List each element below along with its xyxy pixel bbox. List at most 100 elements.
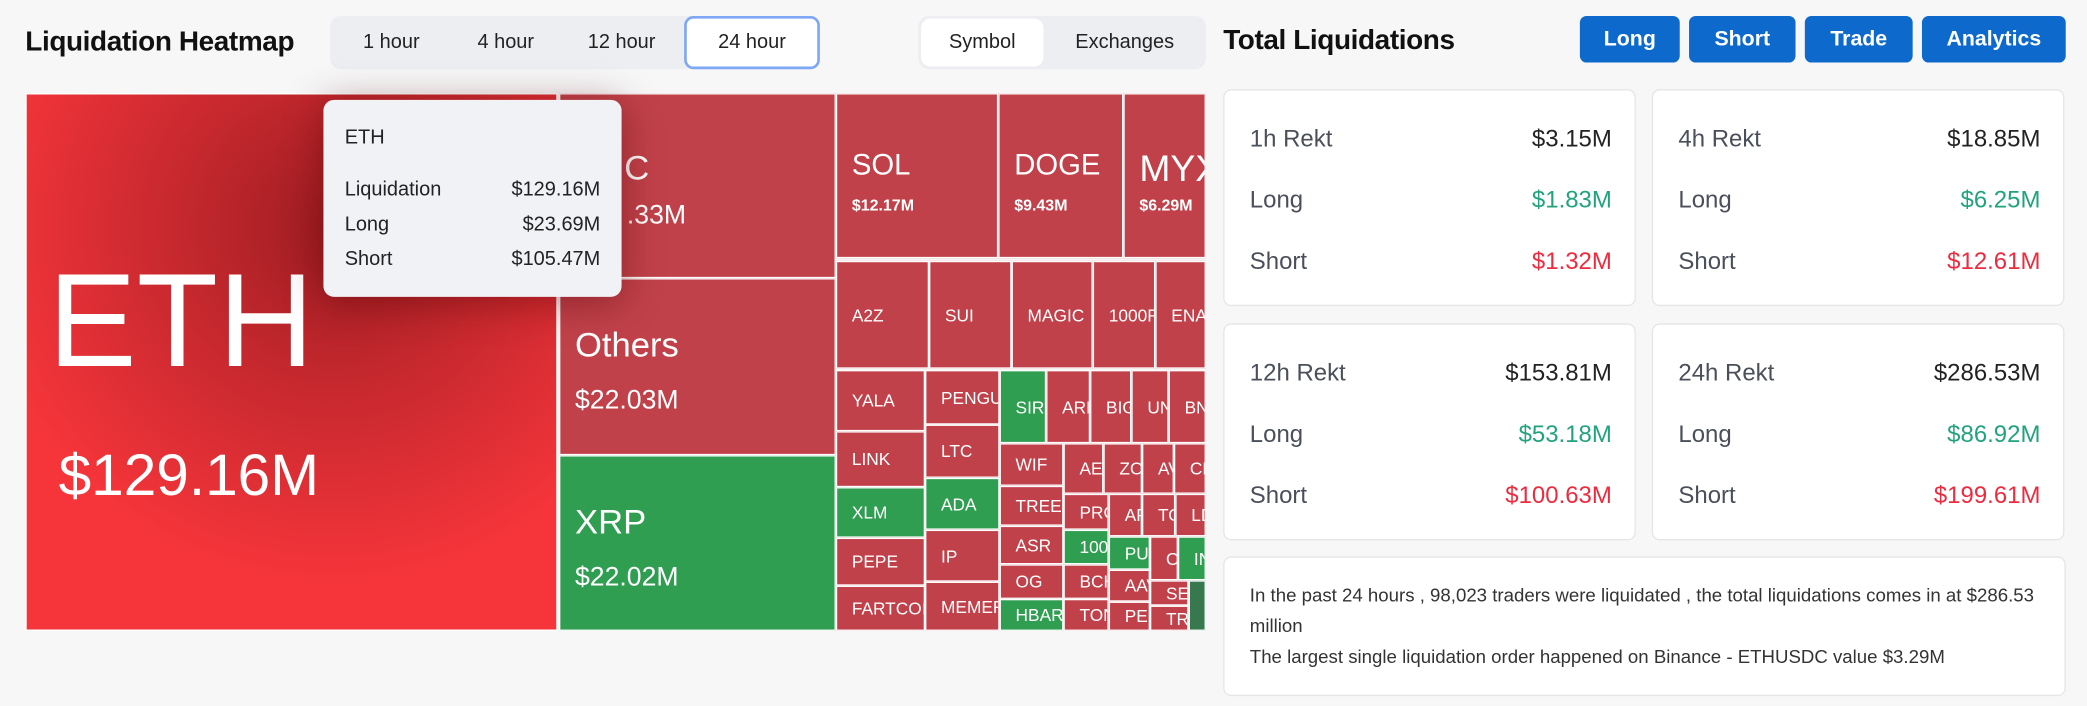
heatmap-cell-pepe[interactable]: PEPE: [835, 537, 926, 586]
tab-4-hour[interactable]: 4 hour: [477, 30, 535, 54]
heatmap-cell-yala[interactable]: YALA: [835, 370, 926, 432]
card-row-value: $3.15M: [1531, 125, 1612, 152]
cell-value: $6.29M: [1139, 195, 1193, 215]
card-row-value: $199.61M: [1933, 481, 2041, 509]
heatmap-cell-un[interactable]: UN: [1131, 370, 1169, 444]
cell-label: C: [624, 147, 650, 188]
heatmap-cell-av[interactable]: AV: [1141, 443, 1174, 494]
card-row: Long $53.18M: [1250, 421, 1612, 449]
heatmap-cell-zo[interactable]: ZO: [1103, 443, 1142, 494]
heatmap-cell-ton[interactable]: TON: [1063, 598, 1109, 631]
heatmap-cell-bn[interactable]: BN: [1168, 370, 1206, 444]
heatmap-cell-fartcoin[interactable]: FARTCOIN: [835, 585, 926, 631]
cell-label: SUI: [945, 304, 974, 325]
heatmap-cell-others[interactable]: Others $22.03M: [559, 278, 836, 456]
heatmap-cell-ld[interactable]: LD: [1175, 493, 1206, 537]
card-row: Short $12.61M: [1678, 248, 2040, 276]
cell-label: BIG: [1106, 396, 1130, 417]
heatmap-cell-ada[interactable]: ADA: [925, 477, 1000, 530]
heatmap-cell-pu[interactable]: PU: [1108, 536, 1150, 570]
cell-label: PU: [1124, 543, 1149, 564]
card-row-value: $1.83M: [1531, 186, 1612, 213]
heatmap-cell-ena[interactable]: ENA: [1155, 260, 1206, 369]
heatmap-cell-wif[interactable]: WIF: [999, 443, 1064, 486]
heatmap-cell-100[interactable]: 100: [1063, 529, 1109, 565]
heatmap-cell-pro[interactable]: PRO: [1063, 493, 1109, 530]
heatmap-cell-sui[interactable]: SUI: [929, 260, 1012, 369]
heatmap-cell-ae[interactable]: AE: [1063, 443, 1104, 494]
cell-label: O: [1166, 548, 1177, 568]
cell-label: UN: [1147, 396, 1167, 417]
heatmap-cell-to[interactable]: TO: [1141, 493, 1176, 537]
heatmap-cell-a2z[interactable]: A2Z: [835, 260, 930, 369]
heatmap-cell-ip[interactable]: IP: [925, 529, 1000, 582]
cell-value: $22.03M: [574, 385, 679, 416]
tooltip-label: Liquidation: [344, 178, 442, 201]
card-row: Short $1.32M: [1250, 248, 1612, 276]
trade-button[interactable]: Trade: [1804, 15, 1913, 63]
heatmap-cell-siri[interactable]: SIRI: [999, 370, 1047, 444]
heatmap-cell-pen[interactable]: PEN: [1108, 601, 1150, 631]
summary-line-2: The largest single liquidation order hap…: [1249, 645, 1945, 667]
heatmap-cell-asr[interactable]: ASR: [999, 525, 1064, 565]
heatmap-cell-bch[interactable]: BCH: [1063, 564, 1109, 599]
cell-label: AV: [1157, 458, 1173, 479]
heatmap-cell-big[interactable]: BIG: [1090, 370, 1132, 444]
cell-label: SOL: [851, 147, 911, 182]
heatmap-title: Liquidation Heatmap: [25, 26, 295, 58]
tab-exchanges[interactable]: Exchanges: [1075, 30, 1175, 54]
cell-label: ADA: [941, 493, 977, 514]
summary-line-1: In the past 24 hours , 98,023 traders we…: [1249, 584, 2034, 637]
card-row-label: Long: [1249, 186, 1304, 213]
tooltip-row-liquidation: Liquidation $129.16M: [345, 178, 601, 201]
heatmap-cell-memef[interactable]: MEMEF: [925, 581, 1000, 631]
cell-label: 1000R: [1108, 304, 1154, 325]
heatmap-cell-hbar[interactable]: HBAR: [999, 598, 1064, 631]
cell-label: XLM: [851, 502, 888, 523]
card-row-value: $100.63M: [1505, 481, 1612, 509]
cell-label: IN: [1193, 548, 1205, 569]
heatmap-cell-aav[interactable]: AAV: [1108, 569, 1150, 602]
heatmap-cell-unlabeled[interactable]: [1188, 580, 1206, 631]
card-row-value: $1.32M: [1531, 247, 1612, 275]
cell-label: ZO: [1119, 458, 1140, 479]
heatmap-cell-xlm[interactable]: XLM: [835, 487, 926, 538]
heatmap-cell-myx[interactable]: MYX $6.29M: [1123, 93, 1206, 259]
heatmap-cell-ltc[interactable]: LTC: [925, 424, 1000, 478]
cell-value: $22.02M: [574, 563, 679, 593]
heatmap-cell-link[interactable]: LINK: [835, 431, 926, 488]
heatmap-cell-tree[interactable]: TREE: [999, 485, 1064, 526]
long-button[interactable]: Long: [1579, 15, 1680, 63]
card-row: 12h Rekt $153.81M: [1250, 359, 1612, 387]
heatmap-cell-cr[interactable]: CR: [1173, 443, 1206, 494]
heatmap-cell-pengu[interactable]: PENGU: [925, 370, 1000, 425]
heatmap-cell-magic[interactable]: MAGIC: [1011, 260, 1093, 369]
cell-label: MEMEF: [941, 596, 999, 617]
heatmap-cell-in[interactable]: IN: [1177, 536, 1206, 581]
heatmap-cell-ap[interactable]: AP: [1108, 493, 1142, 537]
tab-symbol[interactable]: Symbol: [921, 18, 1044, 67]
tab-1-hour[interactable]: 1 hour: [362, 30, 420, 54]
heatmap-cell-og[interactable]: OG: [999, 564, 1064, 599]
card-row-value: $86.92M: [1947, 420, 2041, 448]
cell-label: AAV: [1124, 575, 1149, 596]
heatmap-cell-o[interactable]: O: [1149, 536, 1178, 581]
tab-12-hour[interactable]: 12 hour: [587, 30, 656, 54]
card-row-label: Short: [1678, 247, 1736, 275]
heatmap-cell-se[interactable]: SE: [1149, 580, 1189, 606]
tooltip-value: $23.69M: [522, 212, 601, 236]
short-button[interactable]: Short: [1689, 15, 1796, 63]
heatmap-cell-xrp[interactable]: XRP $22.02M: [559, 455, 836, 631]
cell-label: LTC: [941, 441, 973, 462]
cell-label: ARE: [1062, 396, 1089, 417]
heatmap-cell-1000r[interactable]: 1000R: [1092, 260, 1156, 369]
tab-24-hour[interactable]: 24 hour: [684, 15, 820, 70]
cell-label: AP: [1124, 505, 1141, 526]
heatmap-cell-doge[interactable]: DOGE $9.43M: [998, 93, 1124, 259]
heatmap-cell-sol[interactable]: SOL $12.17M: [835, 93, 999, 259]
analytics-button[interactable]: Analytics: [1921, 15, 2066, 63]
heatmap-cell-tr[interactable]: TR: [1149, 605, 1189, 631]
tooltip-value: $105.47M: [511, 247, 601, 271]
rekt-card-4h: 4h Rekt $18.85M Long $6.25M Short $12.61M: [1651, 89, 2065, 307]
heatmap-cell-are[interactable]: ARE: [1046, 370, 1091, 444]
